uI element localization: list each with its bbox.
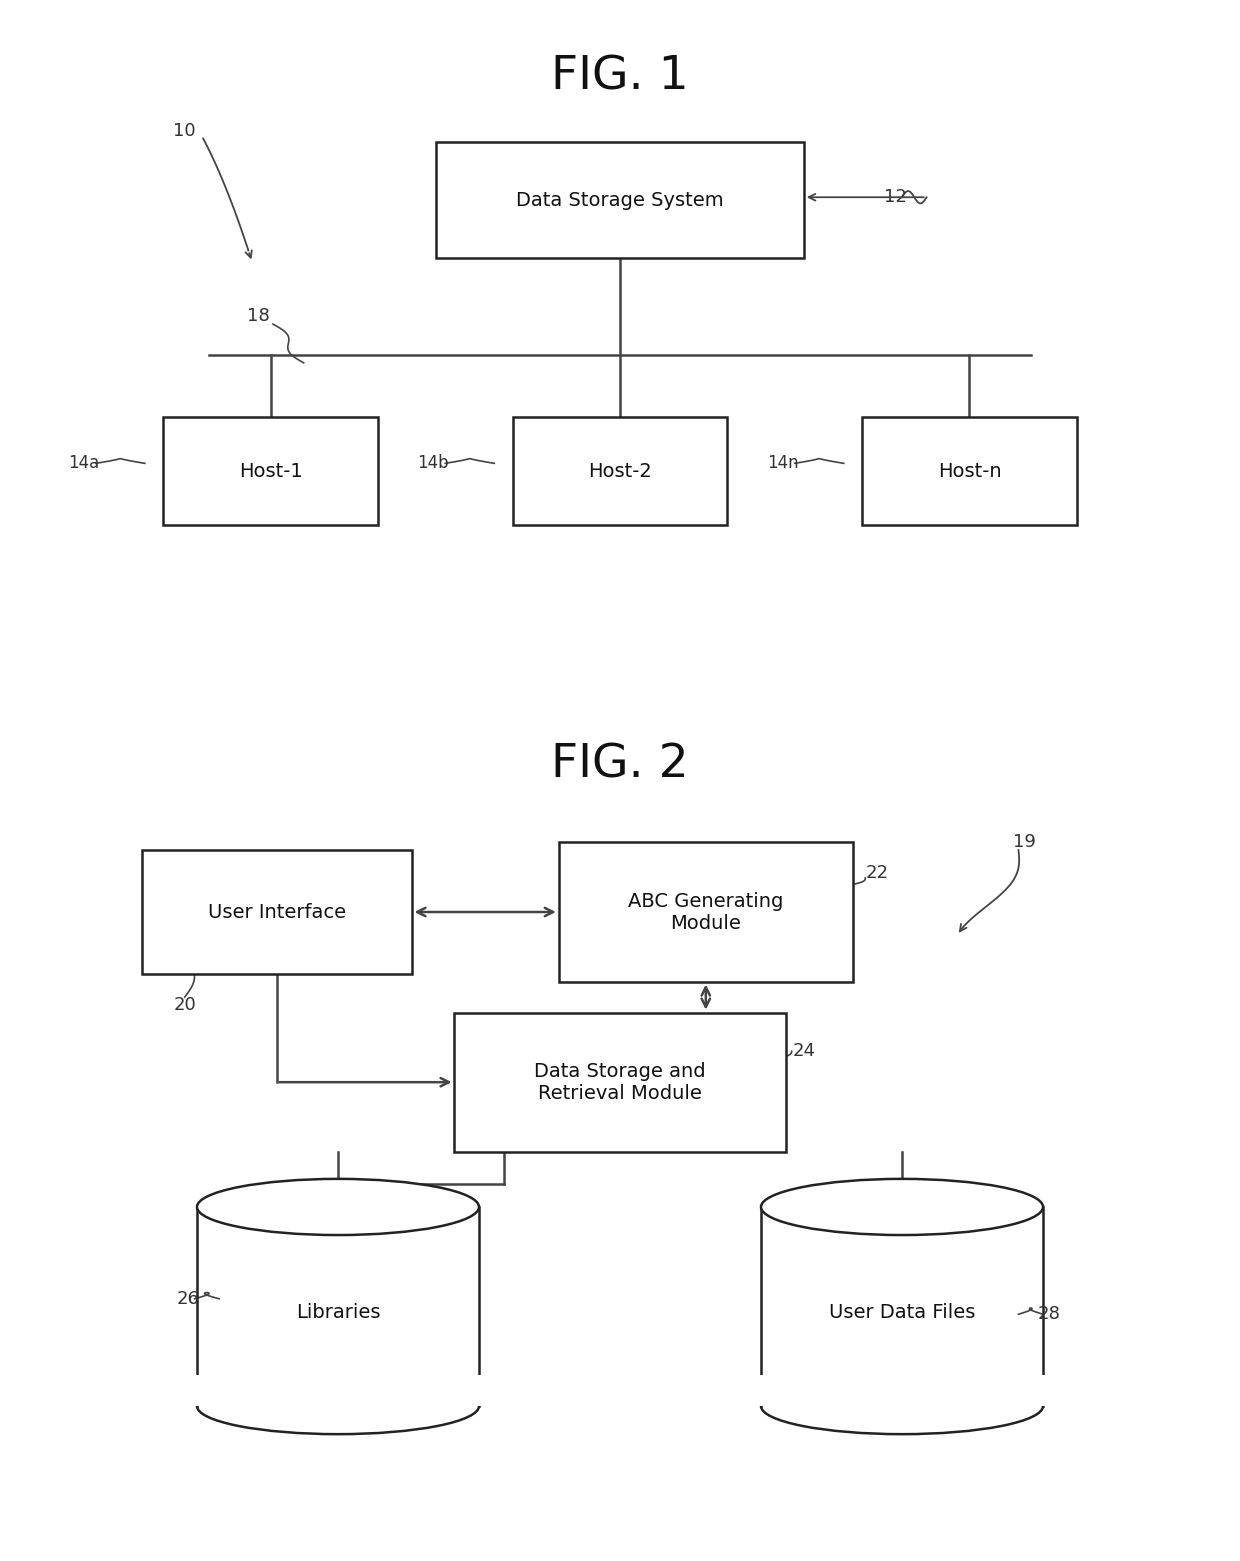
- Text: User Data Files: User Data Files: [828, 1302, 975, 1322]
- Text: Data Storage System: Data Storage System: [516, 190, 724, 209]
- Ellipse shape: [197, 1179, 479, 1235]
- Text: User Interface: User Interface: [207, 902, 346, 921]
- Text: 24: 24: [792, 1043, 816, 1060]
- Text: 18: 18: [247, 308, 269, 325]
- Bar: [512, 417, 728, 524]
- Text: 22: 22: [866, 865, 889, 882]
- Text: 12: 12: [884, 189, 908, 206]
- Ellipse shape: [761, 1378, 1043, 1435]
- Text: Host-2: Host-2: [588, 462, 652, 481]
- Text: 19: 19: [1013, 834, 1037, 851]
- Text: FIG. 1: FIG. 1: [551, 55, 689, 98]
- Text: 26: 26: [177, 1289, 200, 1308]
- Bar: [164, 417, 378, 524]
- Text: ABC Generating
Module: ABC Generating Module: [629, 891, 784, 932]
- Text: 10: 10: [174, 122, 196, 140]
- Bar: [455, 1013, 785, 1152]
- Bar: [559, 843, 853, 982]
- Text: Host-1: Host-1: [238, 462, 303, 481]
- Ellipse shape: [761, 1179, 1043, 1235]
- Text: 14b: 14b: [417, 454, 449, 473]
- Bar: [185, 1375, 491, 1406]
- Text: 14n: 14n: [766, 454, 799, 473]
- Text: Host-n: Host-n: [937, 462, 1001, 481]
- Bar: [436, 142, 804, 259]
- Ellipse shape: [197, 1378, 479, 1435]
- Text: Libraries: Libraries: [296, 1302, 381, 1322]
- Bar: [141, 851, 412, 974]
- Text: 20: 20: [174, 996, 196, 1013]
- Bar: [862, 417, 1076, 524]
- Text: FIG. 2: FIG. 2: [551, 743, 689, 788]
- Text: 28: 28: [1038, 1305, 1060, 1324]
- Text: 14a: 14a: [68, 454, 99, 473]
- Text: Data Storage and
Retrieval Module: Data Storage and Retrieval Module: [534, 1061, 706, 1102]
- Bar: [749, 1375, 1055, 1406]
